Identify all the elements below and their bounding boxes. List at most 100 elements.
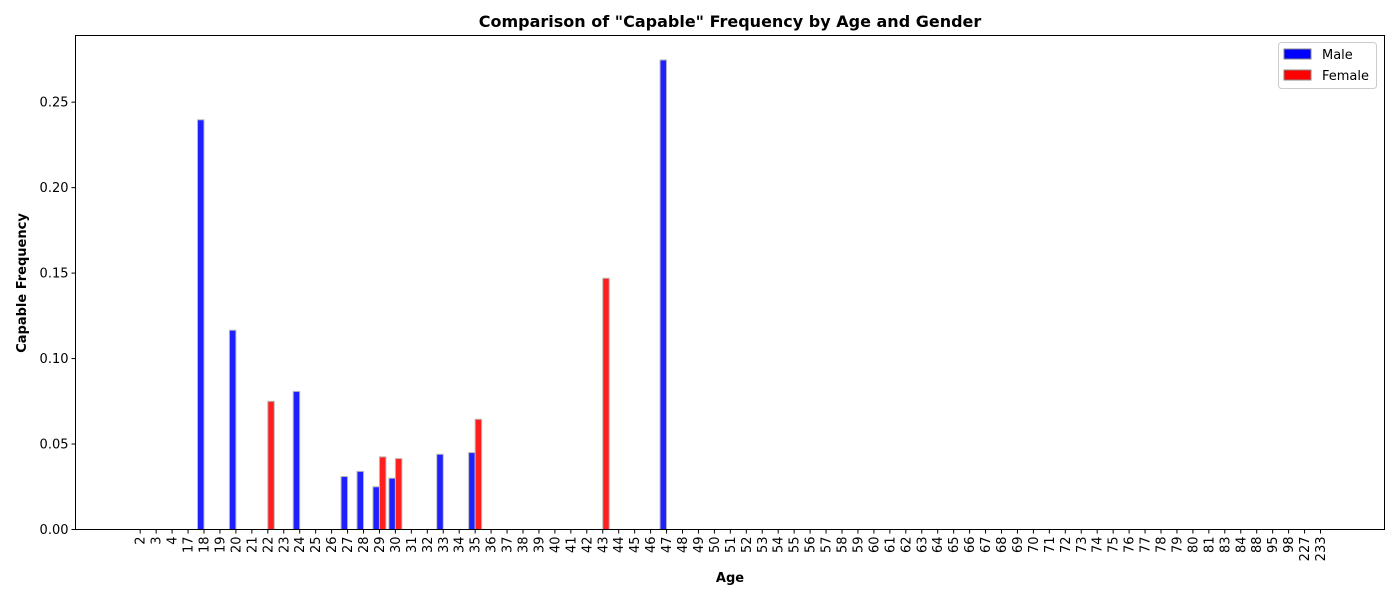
x-tick-label: 17: [182, 537, 197, 554]
y-tick-label: 0.10: [40, 352, 69, 367]
x-tick-label: 44: [612, 537, 627, 554]
x-tick-label: 80: [1186, 537, 1201, 554]
x-tick-label: 30: [389, 537, 404, 554]
x-axis: 2 3 4 17 18 19 20 21 22 23 24 25 26 27 28 29 30 31 32 33 34 3…: [134, 529, 1329, 562]
legend-swatch-female: [1283, 69, 1312, 81]
x-tick-label: 43: [596, 537, 611, 554]
bar-male-age-29: [372, 486, 380, 530]
x-tick-label: 45: [628, 537, 643, 554]
x-tick-label: 72: [1059, 537, 1074, 554]
y-tick-label: 0.00: [40, 523, 69, 538]
x-tick-label: 49: [692, 537, 707, 554]
x-tick-label: 19: [213, 537, 228, 554]
x-tick-label: 42: [580, 537, 595, 554]
x-tick-label: 20: [229, 537, 244, 554]
x-tick-label: 63: [915, 537, 930, 554]
chart-title: Comparison of "Capable" Frequency by Age…: [479, 12, 982, 31]
x-tick-label: 81: [1202, 537, 1217, 554]
x-tick-label: 32: [421, 537, 436, 554]
x-tick-label: 65: [947, 537, 962, 554]
legend-swatch-male: [1283, 48, 1312, 60]
x-tick-label: 58: [836, 537, 851, 554]
bar-male-age-18: [197, 119, 205, 531]
x-tick-label: 55: [788, 537, 803, 554]
x-tick-label: 61: [883, 537, 898, 554]
legend-label-female: Female: [1322, 69, 1369, 84]
bars-group: [197, 59, 668, 531]
x-tick-label: 3: [150, 537, 165, 545]
y-tick-label: 0.15: [40, 267, 69, 282]
x-tick-label: 27: [341, 537, 356, 554]
x-tick-label: 62: [899, 537, 914, 554]
x-tick-label: 233: [1314, 537, 1329, 562]
bar-female-age-43: [602, 277, 610, 531]
x-tick-label: 31: [405, 537, 420, 554]
bar-female-age-30: [394, 458, 403, 530]
x-tick-label: 59: [851, 537, 866, 554]
x-tick-label: 51: [724, 537, 739, 554]
x-tick-label: 40: [548, 537, 563, 554]
x-tick-label: 37: [501, 537, 516, 554]
x-tick-label: 24: [293, 537, 308, 554]
x-tick-label: 95: [1266, 537, 1281, 554]
x-tick-label: 50: [708, 537, 723, 554]
x-tick-label: 26: [325, 537, 340, 554]
x-tick-label: 74: [1091, 537, 1106, 554]
x-axis-title: Age: [716, 571, 744, 586]
x-tick-label: 64: [931, 537, 946, 554]
y-tick-label: 0.25: [40, 96, 69, 111]
bar-female-age-35: [474, 418, 483, 530]
bar-female-age-22: [267, 400, 275, 530]
bar-female-age-29: [378, 456, 387, 531]
x-tick-label: 73: [1075, 537, 1090, 554]
legend: Male Female: [1278, 42, 1377, 89]
bar-male-age-30: [388, 477, 396, 530]
x-tick-label: 35: [469, 537, 484, 554]
bar-male-age-20: [228, 329, 237, 530]
x-tick-label: 28: [357, 537, 372, 554]
x-tick-label: 71: [1043, 537, 1058, 554]
x-tick-label: 78: [1155, 537, 1170, 554]
x-tick-label: 4: [166, 537, 181, 545]
x-tick-label: 88: [1250, 537, 1265, 554]
x-tick-label: 29: [373, 537, 388, 554]
x-tick-label: 57: [820, 537, 835, 554]
x-tick-label: 83: [1218, 537, 1233, 554]
x-tick-label: 76: [1123, 537, 1138, 554]
bar-male-age-27: [340, 476, 349, 531]
x-tick-label: 52: [740, 537, 755, 554]
x-tick-label: 56: [804, 537, 819, 554]
x-tick-label: 41: [564, 537, 579, 554]
x-tick-label: 34: [453, 537, 468, 554]
x-tick-label: 98: [1282, 537, 1297, 554]
x-tick-label: 68: [995, 537, 1010, 554]
x-tick-label: 53: [756, 537, 771, 554]
y-axis-title: Capable Frequency: [15, 213, 30, 353]
x-tick-label: 67: [979, 537, 994, 554]
bar-male-age-28: [356, 470, 364, 531]
x-tick-label: 70: [1027, 537, 1042, 554]
x-tick-label: 25: [309, 537, 324, 554]
x-tick-label: 23: [277, 537, 292, 554]
x-tick-label: 2: [134, 537, 149, 545]
x-tick-label: 47: [660, 537, 675, 554]
legend-label-male: Male: [1322, 48, 1353, 63]
x-tick-label: 46: [644, 537, 659, 554]
x-tick-label: 21: [245, 537, 260, 554]
x-tick-label: 22: [261, 537, 276, 554]
x-tick-label: 48: [676, 537, 691, 554]
bar-male-age-33: [436, 453, 444, 531]
bar-male-age-35: [468, 452, 476, 530]
x-tick-label: 79: [1170, 537, 1185, 554]
x-tick-label: 18: [198, 537, 213, 554]
x-tick-label: 39: [532, 537, 547, 554]
x-tick-label: 36: [485, 537, 500, 554]
x-tick-label: 33: [437, 537, 452, 554]
x-tick-label: 66: [963, 537, 978, 554]
x-tick-label: 38: [517, 537, 532, 554]
x-tick-label: 69: [1011, 537, 1026, 554]
y-tick-label: 0.05: [40, 438, 69, 453]
x-tick-label: 60: [867, 537, 882, 554]
x-tick-label: 75: [1107, 537, 1122, 554]
